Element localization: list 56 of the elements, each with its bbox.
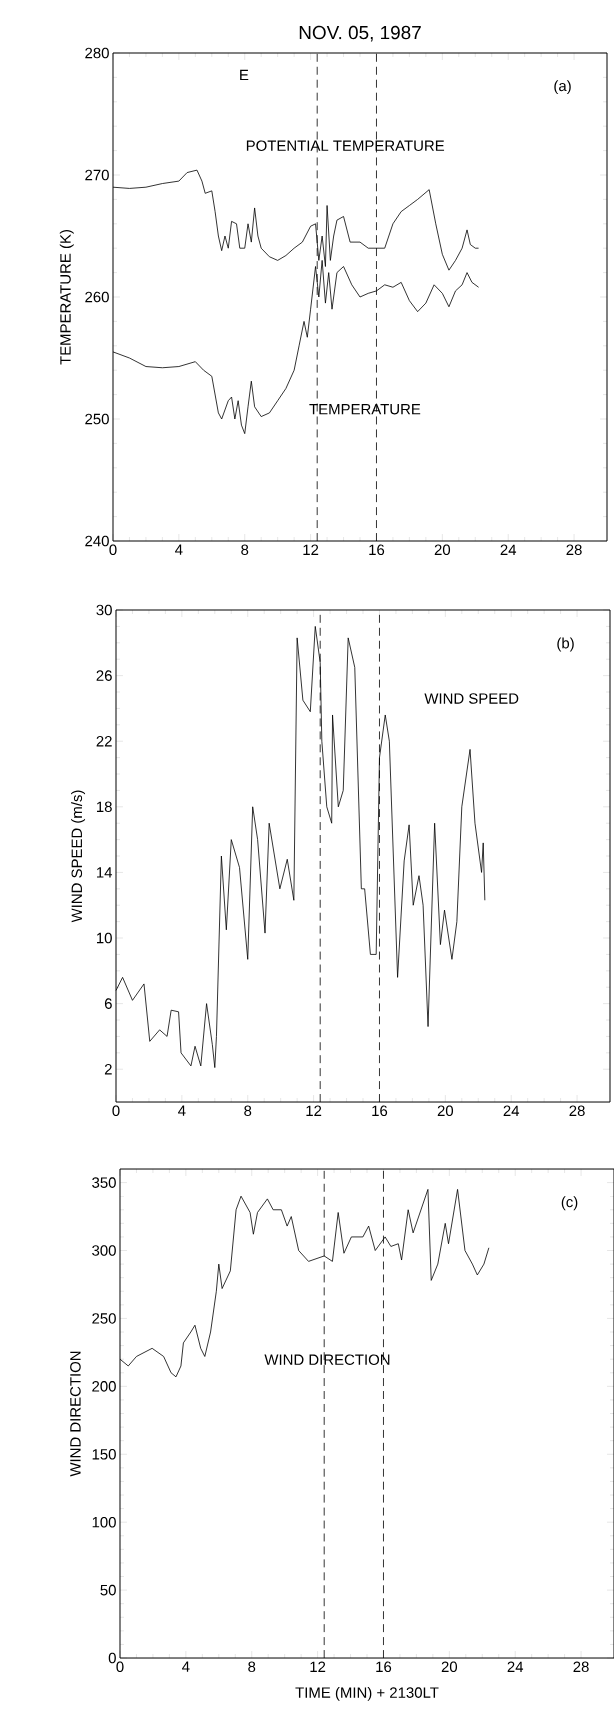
x-tick-label: 20 bbox=[437, 1105, 453, 1117]
y-tick-label: 14 bbox=[96, 867, 112, 878]
y-tick-label: 280 bbox=[85, 47, 109, 59]
x-tick-label: 20 bbox=[434, 544, 450, 556]
x-tick-label: 8 bbox=[243, 1105, 251, 1117]
x-tick-label: 12 bbox=[303, 544, 318, 555]
y-tick-label: 300 bbox=[91, 1245, 116, 1256]
chart-title: NOV. 05, 1987 bbox=[299, 25, 421, 42]
x-tick-label: 28 bbox=[573, 1661, 589, 1673]
x-tick-label: 28 bbox=[566, 544, 582, 556]
text: WIND DIRECTION bbox=[264, 1354, 390, 1366]
x-tick-label: 12 bbox=[306, 1105, 321, 1116]
y-tick-label: 250 bbox=[92, 1313, 116, 1324]
x-tick-label: 4 bbox=[177, 1105, 186, 1116]
y-tick-label: 26 bbox=[96, 670, 112, 681]
y-tick-label: 350 bbox=[91, 1177, 116, 1188]
x-tick-label: 8 bbox=[247, 1661, 255, 1673]
y-tick-label: 2 bbox=[104, 1063, 112, 1075]
y-tick-label: 10 bbox=[96, 932, 112, 944]
x-tick-label: 8 bbox=[240, 544, 248, 556]
y-tick-label: 6 bbox=[104, 998, 112, 1009]
series-label: TEMPERATURE bbox=[309, 404, 420, 415]
y-tick-label: 200 bbox=[92, 1381, 116, 1392]
x-tick-label: 16 bbox=[376, 1661, 391, 1673]
x-tick-label: 16 bbox=[372, 1105, 387, 1117]
x-tick-label: 12 bbox=[310, 1661, 325, 1672]
y-tick-label: 100 bbox=[92, 1516, 116, 1528]
x-tick-label: 24 bbox=[503, 1105, 519, 1116]
y-axis-title: TEMPERATURE (K) bbox=[59, 230, 74, 365]
annotation: (c) bbox=[561, 1196, 578, 1211]
x-tick-label: 24 bbox=[507, 1661, 523, 1672]
text: WIND SPEED bbox=[424, 693, 519, 704]
x-tick-label: 16 bbox=[369, 544, 384, 556]
annotation: (b) bbox=[557, 637, 574, 652]
y-tick-label: 260 bbox=[85, 291, 109, 303]
y-tick-label: 0 bbox=[108, 1652, 116, 1664]
x-tick-label: 24 bbox=[500, 544, 516, 555]
text: POTENTIAL TEMPERATURE bbox=[246, 140, 444, 152]
x-tick-label: 4 bbox=[181, 1661, 190, 1672]
y-tick-label: 30 bbox=[96, 604, 112, 616]
x-tick-label: 4 bbox=[174, 544, 183, 555]
y-tick-label: 240 bbox=[85, 535, 109, 547]
y-tick-label: 22 bbox=[96, 735, 112, 747]
y-tick-label: 150 bbox=[92, 1448, 116, 1460]
x-tick-label: 28 bbox=[569, 1105, 585, 1117]
y-axis-title: WIND SPEED (m/s) bbox=[70, 790, 85, 923]
y-tick-label: 270 bbox=[85, 169, 109, 181]
y-tick-label: 250 bbox=[85, 413, 109, 425]
x-tick-label: 0 bbox=[116, 1661, 124, 1673]
y-tick-label: 18 bbox=[96, 801, 112, 813]
y-axis-title: WIND DIRECTION bbox=[69, 1351, 81, 1477]
x-tick-label: 20 bbox=[441, 1661, 457, 1673]
annotation: E bbox=[239, 69, 249, 81]
y-tick-label: 50 bbox=[100, 1584, 116, 1596]
annotation: (a) bbox=[554, 80, 571, 95]
x-axis-title: TIME (MIN) + 2130LT bbox=[295, 1686, 439, 1701]
